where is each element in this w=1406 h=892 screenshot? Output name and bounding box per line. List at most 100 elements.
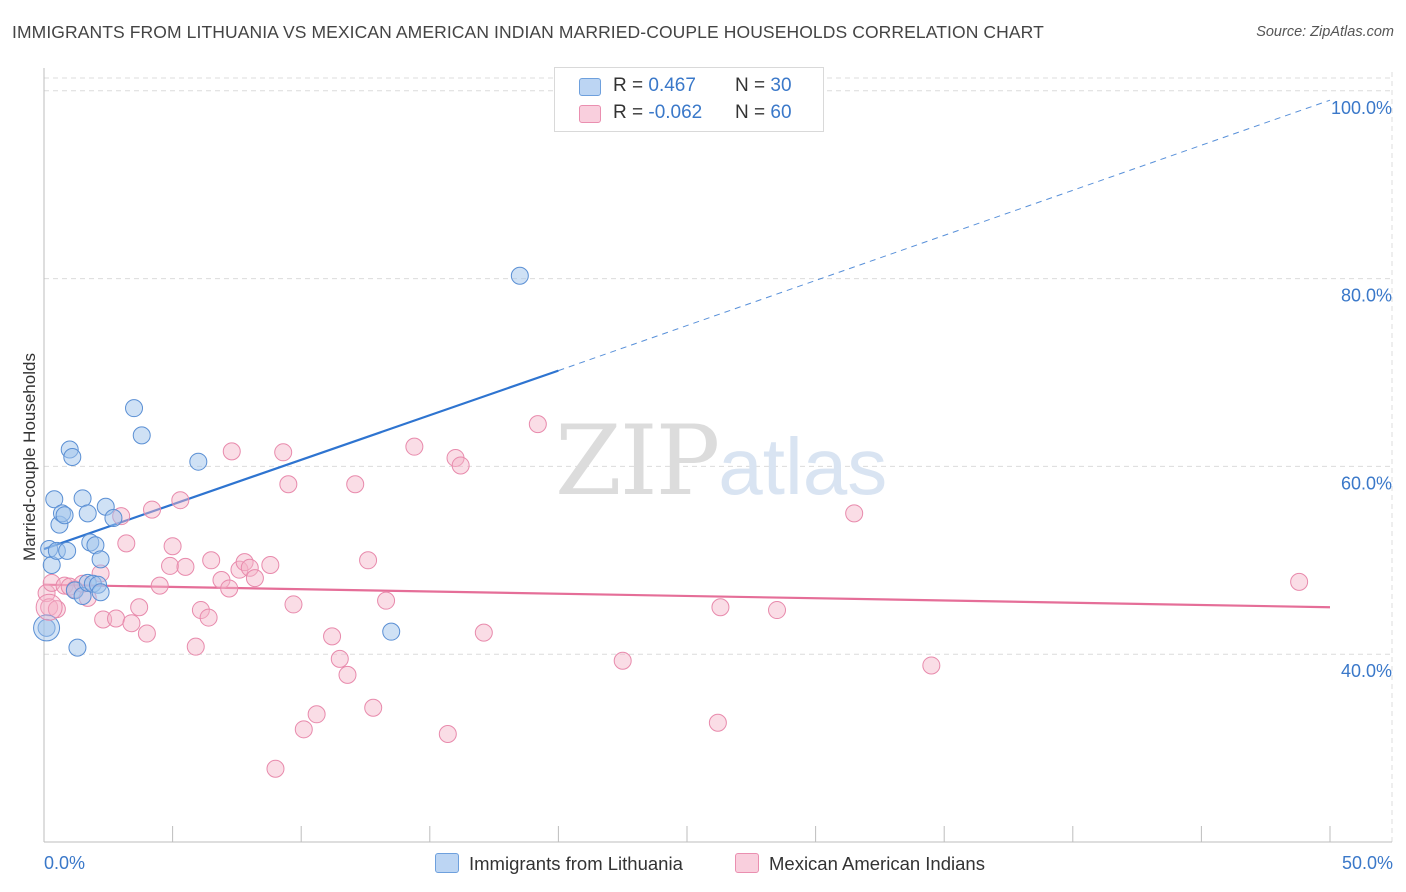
point-mexican-american-indian: [528, 415, 547, 434]
point-lithuania: [132, 426, 151, 445]
trend-line-lithuania: [43, 369, 559, 551]
bottom-legend-lithuania[interactable]: Immigrants from Lithuania: [435, 853, 683, 875]
point-mexican-american-indian: [161, 556, 180, 575]
point-mexican-american-indian: [279, 475, 298, 494]
point-mexican-american-indian: [240, 558, 259, 577]
point-mexican-american-indian: [37, 584, 56, 603]
point-mexican-american-indian: [150, 576, 169, 595]
legend-r: R = 0.467: [613, 75, 696, 97]
watermark-atlas: atlas: [718, 422, 888, 511]
point-lithuania: [104, 509, 123, 528]
point-mexican-american-indian: [708, 713, 727, 732]
point-mexican-american-indian: [438, 725, 457, 744]
legend-n-label: N =: [735, 102, 771, 123]
point-mexican-american-indian: [768, 601, 787, 620]
point-mexican-american-indian: [202, 551, 221, 570]
point-lithuania: [78, 504, 97, 523]
point-lithuania: [510, 266, 529, 285]
point-mexican-american-indian: [171, 491, 190, 510]
point-mexican-american-indian: [1290, 572, 1309, 591]
point-lithuania-large: [33, 614, 61, 642]
point-lithuania: [68, 638, 87, 657]
point-lithuania: [37, 618, 56, 637]
point-lithuania: [73, 489, 92, 508]
y-tick-label: 80.0%: [1341, 286, 1392, 306]
point-mexican-american-indian: [307, 705, 326, 724]
legend-r: R = -0.062: [613, 102, 702, 124]
watermark-zip: ZIP: [555, 405, 720, 517]
legend-n: N = 60: [735, 102, 792, 124]
point-mexican-american-indian: [40, 598, 59, 617]
point-mexican-american-indian: [613, 651, 632, 670]
grid-layer: [44, 72, 1393, 842]
source-label: Source: ZipAtlas.com: [1256, 24, 1394, 40]
y-tick-label: 60.0%: [1341, 473, 1392, 493]
point-mexican-american-indian: [107, 609, 126, 628]
watermark: ZIPatlas: [555, 405, 887, 517]
point-mexican-american-indian: [235, 553, 254, 572]
x-tick-label: 0.0%: [44, 853, 85, 873]
point-mexican-american-indian: [330, 649, 349, 668]
point-mexican-american-indian: [922, 656, 941, 675]
axis-layer: [43, 68, 1392, 843]
point-mexican-american-indian: [359, 551, 378, 570]
bottom-legend-label: Immigrants from Lithuania: [469, 853, 683, 874]
stats-legend: R = 0.467 N = 30 R = -0.062 N = 60: [554, 67, 824, 132]
point-mexican-american-indian: [274, 443, 293, 462]
trend-layer: [43, 99, 1331, 609]
legend-r-label: R =: [613, 75, 649, 96]
point-mexican-large: [35, 593, 63, 621]
chart-title: IMMIGRANTS FROM LITHUANIA VS MEXICAN AME…: [12, 22, 1044, 42]
point-mexican-american-indian: [261, 555, 280, 574]
point-lithuania: [91, 583, 110, 602]
trend-line-lithuania-extension: [558, 99, 1331, 372]
point-mexican-american-indian: [143, 500, 162, 519]
label-layer: 40.0% 60.0% 80.0% 100.0% 0.0% 50.0% Married-co…: [20, 98, 1393, 873]
legend-r-label: R =: [613, 102, 649, 123]
point-mexican-american-indian: [137, 624, 156, 643]
point-mexican-american-indian: [191, 601, 210, 620]
legend-swatch-pink: [579, 105, 601, 123]
bottom-legend-swatch-pink: [735, 853, 759, 873]
x-tick-label: 50.0%: [1342, 853, 1393, 873]
point-mexican-american-indian: [377, 591, 396, 610]
point-lithuania: [55, 506, 74, 525]
y-tick-label: 100.0%: [1331, 98, 1392, 118]
point-mexican-american-indian: [222, 442, 241, 461]
legend-r-value: 0.467: [648, 75, 696, 96]
bottom-legend: Immigrants from Lithuania Mexican Americ…: [0, 853, 1406, 877]
legend-n-value: 30: [770, 75, 792, 96]
legend-swatch-blue: [579, 78, 601, 96]
legend-n-label: N =: [735, 75, 771, 96]
legend-n-value: 60: [770, 102, 792, 123]
point-mexican-american-indian: [294, 720, 313, 739]
legend-r-value: -0.062: [648, 102, 703, 123]
point-mexican-american-indian: [220, 579, 239, 598]
point-mexican-american-indian: [405, 437, 424, 456]
point-mexican-american-indian: [266, 759, 285, 778]
point-lithuania: [382, 622, 401, 641]
point-mexican-american-indian: [130, 598, 149, 617]
trend-line-mexican-american-indian: [43, 583, 1331, 609]
point-lithuania: [91, 550, 110, 569]
point-mexican-american-indian: [176, 557, 195, 576]
bottom-legend-label: Mexican American Indians: [769, 853, 985, 874]
point-mexican-american-indian: [364, 698, 383, 717]
point-mexican-american-indian: [245, 569, 264, 588]
point-lithuania: [45, 490, 64, 509]
points-layer: [33, 266, 1309, 778]
point-lithuania: [63, 448, 82, 466]
point-lithuania: [58, 541, 77, 560]
y-axis-label: Married-couple Households: [20, 353, 39, 561]
point-mexican-american-indian: [122, 614, 141, 633]
bottom-legend-mexican[interactable]: Mexican American Indians: [735, 853, 985, 875]
point-mexican-american-indian: [711, 598, 730, 617]
bottom-legend-swatch-blue: [435, 853, 459, 873]
point-mexican-american-indian: [284, 595, 303, 614]
point-mexican-american-indian: [117, 534, 136, 553]
point-mexican-american-indian: [346, 475, 365, 494]
point-mexican-american-indian: [323, 627, 342, 646]
point-mexican-american-indian: [338, 665, 357, 684]
point-mexican-american-indian: [845, 504, 864, 523]
